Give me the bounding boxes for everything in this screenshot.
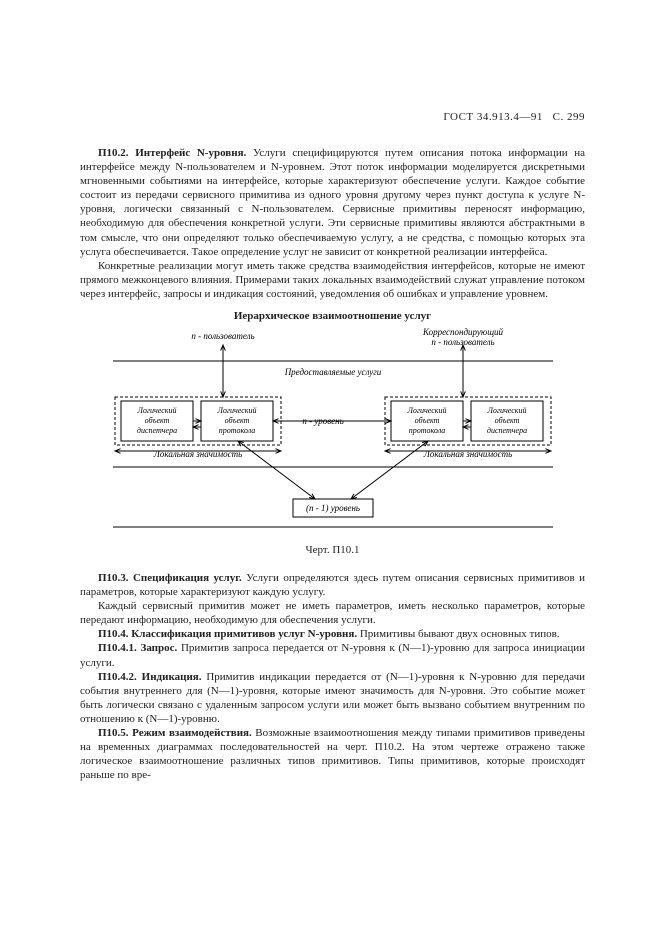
svg-text:(n - 1) уровень: (n - 1) уровень <box>305 503 359 513</box>
paragraph-10-5: П10.5. Режим взаимодействия. Возможные в… <box>80 726 585 782</box>
svg-text:объект: объект <box>224 416 249 425</box>
paragraph-10-4-1: П10.4.1. Запрос. Примитив запроса переда… <box>80 641 585 669</box>
para-lead: П10.4. Классификация примитивов услуг N-… <box>98 628 357 640</box>
para-lead: П10.3. Спецификация услуг. <box>98 572 242 584</box>
svg-text:объект: объект <box>414 416 439 425</box>
para-lead: П10.4.2. Индикация. <box>98 671 202 683</box>
paragraph-10-3b: Каждый сервисный примитив может не иметь… <box>80 599 585 627</box>
svg-text:Предоставляемые услуги: Предоставляемые услуги <box>283 367 381 377</box>
svg-text:Логический: Логический <box>486 406 526 415</box>
page-header: ГОСТ 34.913.4—91 С. 299 <box>80 110 585 124</box>
svg-text:Логический: Логический <box>136 406 176 415</box>
paragraph-10-2b: Конкретные реализации могут иметь также … <box>80 259 585 301</box>
diagram-title: Иерархическое взаимоотношение услуг <box>80 309 585 323</box>
svg-text:n - пользователь: n - пользователь <box>191 331 254 341</box>
doc-code: ГОСТ 34.913.4—91 <box>443 111 542 123</box>
paragraph-10-4: П10.4. Классификация примитивов услуг N-… <box>80 627 585 641</box>
paragraph-10-2: П10.2. Интерфейс N-уровня. Услуги специф… <box>80 146 585 259</box>
svg-text:Логический: Логический <box>406 406 446 415</box>
svg-text:диспетчера: диспетчера <box>486 426 526 435</box>
hierarchy-diagram: n - пользовательКорреспондирующийn - пол… <box>93 327 573 537</box>
para-lead: П10.2. Интерфейс N-уровня. <box>98 147 246 159</box>
para-text: Примитивы бывают двух основных типов. <box>357 628 559 640</box>
page-num: С. 299 <box>553 111 585 123</box>
diagram: n - пользовательКорреспондирующийn - пол… <box>80 327 585 537</box>
para-lead: П10.5. Режим взаимодействия. <box>98 727 252 739</box>
svg-text:Корреспондирующий: Корреспондирующий <box>421 327 503 337</box>
svg-text:протокола: протокола <box>218 426 255 435</box>
para-text: Услуги специфицируются путем описания по… <box>80 147 585 258</box>
svg-text:диспетчера: диспетчера <box>136 426 176 435</box>
para-lead: П10.4.1. Запрос. <box>98 642 177 654</box>
paragraph-10-4-2: П10.4.2. Индикация. Примитив индикации п… <box>80 670 585 726</box>
svg-text:Логический: Логический <box>216 406 256 415</box>
figure-caption: Черт. П10.1 <box>80 543 585 557</box>
svg-text:объект: объект <box>494 416 519 425</box>
paragraph-10-3: П10.3. Спецификация услуг. Услуги опреде… <box>80 571 585 599</box>
svg-text:объект: объект <box>144 416 169 425</box>
svg-text:протокола: протокола <box>408 426 445 435</box>
